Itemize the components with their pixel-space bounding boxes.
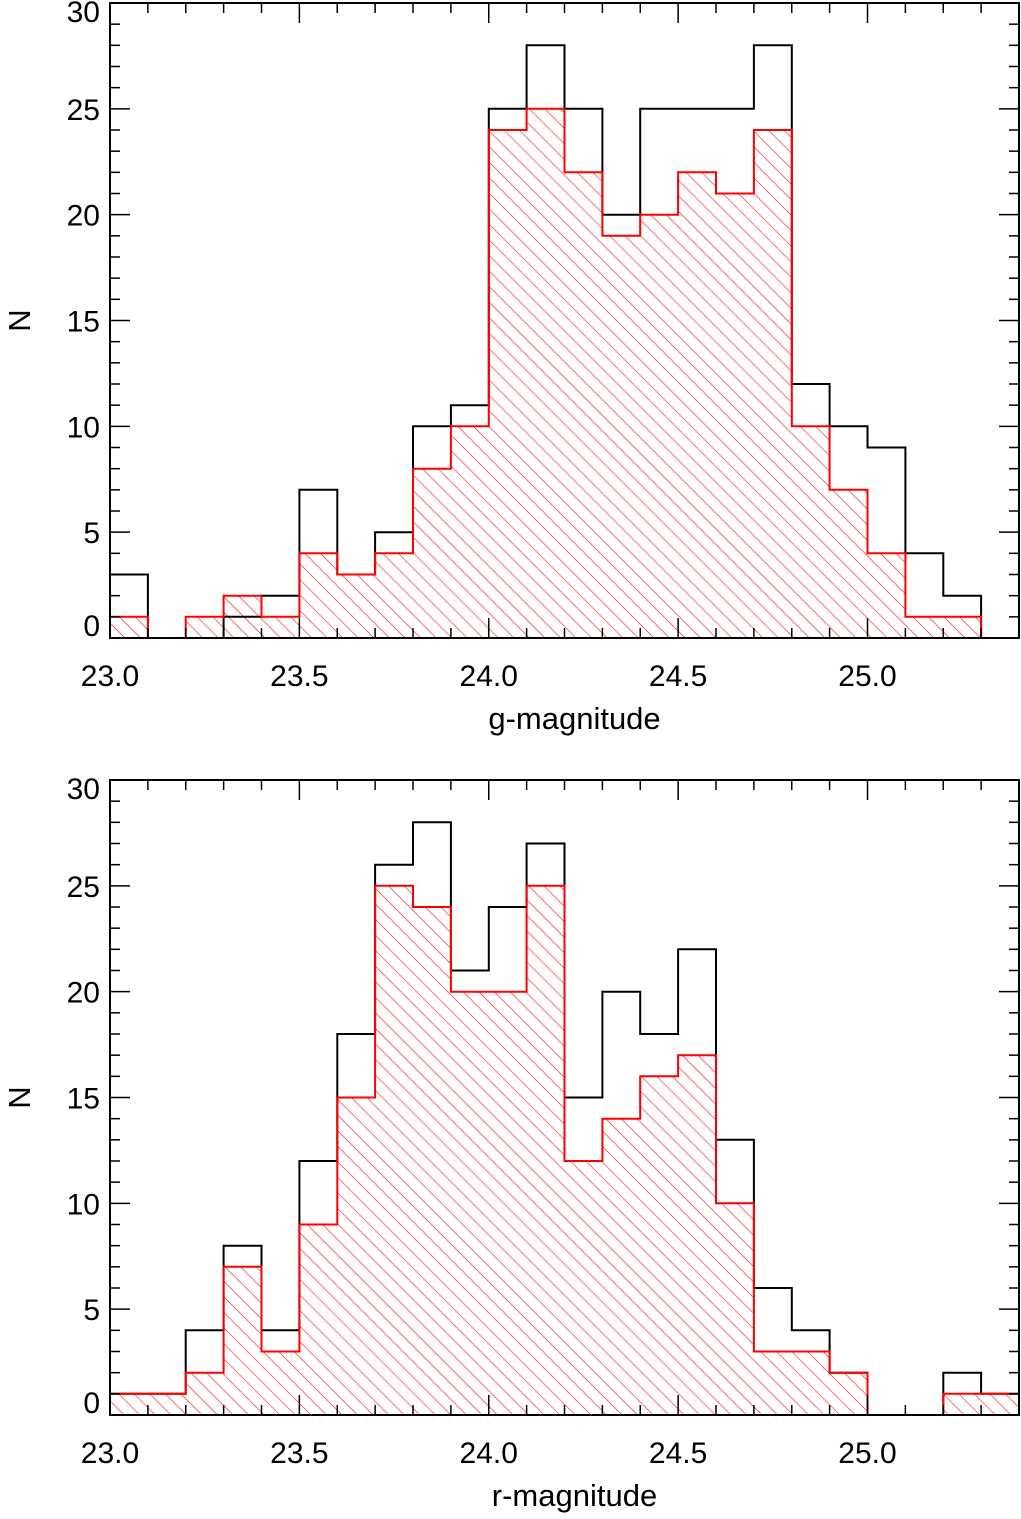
hatched-bar	[716, 193, 754, 638]
hatched-bar	[337, 574, 376, 638]
hatched-bar	[943, 616, 982, 638]
hatched-bar	[147, 1393, 186, 1415]
y-tick-label: 0	[83, 1387, 100, 1420]
hatched-bar	[640, 1076, 679, 1415]
hatched-bar	[450, 426, 489, 638]
y-tick-label: 30	[67, 773, 100, 806]
hatched-bar	[564, 1161, 603, 1415]
hatched-bar	[488, 991, 527, 1415]
hatched-bar	[829, 489, 868, 638]
hatched-bar	[185, 616, 224, 638]
y-tick-label: 20	[67, 977, 100, 1010]
y-tick-label: 0	[83, 610, 100, 643]
hatched-bar	[791, 426, 830, 638]
hatched-bar	[413, 907, 451, 1415]
hatched-bar	[375, 553, 413, 638]
histogram-outline-red	[110, 884, 1019, 1416]
x-tick-label: 24.0	[460, 1437, 518, 1470]
hatched-bar	[526, 885, 565, 1415]
y-tick-label: 5	[83, 517, 100, 550]
x-tick-label: 25.0	[838, 660, 896, 693]
hatched-bar	[261, 1351, 300, 1415]
x-tick-label: 25.0	[838, 1437, 896, 1470]
hatched-bar	[488, 130, 527, 638]
hatched-bar	[753, 1351, 792, 1415]
x-tick-label: 24.5	[649, 1437, 707, 1470]
y-tick-label: 15	[67, 1083, 100, 1116]
hatched-bar	[678, 172, 716, 639]
y-tick-label: 5	[83, 1294, 100, 1327]
hatched-bar	[375, 885, 413, 1415]
y-tick-label: 15	[67, 306, 100, 339]
y-axis-title: N	[2, 1086, 37, 1108]
x-tick-label: 24.0	[460, 660, 518, 693]
hatched-bar	[185, 1372, 224, 1415]
hatched-bar	[450, 991, 489, 1415]
hatched-bar	[110, 1393, 148, 1415]
hatched-bar	[981, 1393, 1019, 1415]
y-tick-label: 25	[67, 94, 100, 127]
x-axis-title: g-magnitude	[488, 701, 660, 736]
hatched-bar	[829, 1372, 868, 1415]
histogram-panel-1: 23.0 23.5 24.0 24.5 25.0 0 5 10 15 20 25 30 g-magnit…	[2, 0, 1020, 736]
x-tick-label: 24.5	[649, 660, 707, 693]
hatched-bar	[110, 616, 148, 638]
x-tick-label: 23.5	[270, 660, 328, 693]
hatched-bar	[602, 1118, 641, 1415]
hatched-bar	[223, 1266, 262, 1415]
hatched-bar	[867, 553, 906, 638]
x-axis-title: r-magnitude	[492, 1478, 657, 1513]
y-tick-label: 30	[67, 0, 100, 29]
x-tick-label: 23.0	[81, 1437, 139, 1470]
y-tick-label: 20	[67, 200, 100, 233]
y-axis-title: N	[2, 309, 37, 331]
hatched-bar	[716, 1203, 754, 1415]
hatched-bar	[526, 108, 565, 639]
hatched-bar	[791, 1351, 830, 1415]
hatched-bar	[299, 553, 338, 638]
hatched-bar	[943, 1393, 982, 1415]
histogram-panel-2: 23.0 23.5 24.0 24.5 25.0 0 5 10 15 20 25 30 r-magnit…	[2, 773, 1020, 1513]
y-tick-label: 25	[67, 871, 100, 904]
hatched-bar	[337, 1097, 376, 1415]
hatched-bar	[299, 1224, 338, 1415]
hatched-bar	[261, 616, 300, 638]
hatched-bar	[753, 130, 792, 638]
hatched-bar	[413, 468, 451, 638]
y-tick-label: 10	[67, 1188, 100, 1221]
histogram-outline-red	[110, 107, 1019, 639]
hatched-bar	[602, 235, 641, 639]
histogram-outline-black	[110, 44, 1019, 639]
hatched-bar	[905, 616, 944, 638]
hatched-bar	[640, 214, 679, 638]
x-tick-label: 23.0	[81, 660, 139, 693]
y-tick-label: 10	[67, 411, 100, 444]
x-tick-label: 23.5	[270, 1437, 328, 1470]
hatched-bar	[678, 1055, 716, 1415]
hatched-bar	[564, 172, 603, 639]
